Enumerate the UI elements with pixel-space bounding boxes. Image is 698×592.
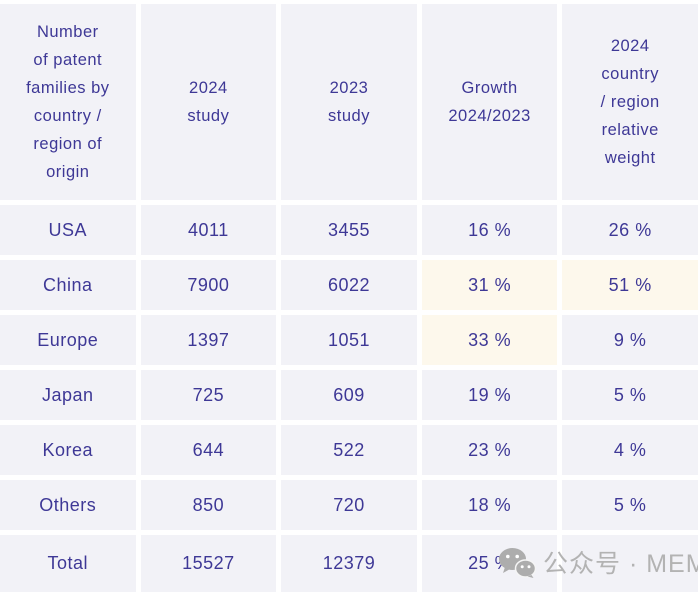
weight-cell: 4 %	[562, 425, 698, 475]
region-cell-japan: Japan	[0, 370, 136, 420]
growth-cell: 19 %	[421, 370, 558, 420]
region-cell-korea: Korea	[0, 425, 136, 475]
growth-cell: 23 %	[421, 425, 558, 475]
weight-cell: 26 %	[562, 205, 698, 255]
study-2024-cell: 1397	[140, 315, 277, 365]
col-header-2024-study: 2024 study	[140, 4, 277, 200]
growth-cell: 18 %	[421, 480, 558, 530]
col-header-2023-study: 2023 study	[281, 4, 417, 200]
growth-cell-highlighted: 31 %	[421, 260, 558, 310]
weight-cell: 9 %	[562, 315, 698, 365]
study-2023-cell: 3455	[281, 205, 417, 255]
weight-cell: 5 %	[562, 480, 698, 530]
weight-cell: 5 %	[562, 370, 698, 420]
weight-cell	[562, 535, 698, 592]
region-cell-others: Others	[0, 480, 136, 530]
region-cell-europe: Europe	[0, 315, 136, 365]
study-2023-cell: 12379	[281, 535, 417, 592]
weight-cell-highlighted: 51 %	[562, 260, 698, 310]
region-cell-usa: USA	[0, 205, 136, 255]
study-2024-cell: 15527	[140, 535, 277, 592]
growth-cell: 25 %	[421, 535, 558, 592]
study-2024-cell: 7900	[140, 260, 277, 310]
study-2024-cell: 725	[140, 370, 277, 420]
study-2023-cell: 1051	[281, 315, 417, 365]
col-header-relative-weight: 2024 country / region relative weight	[562, 4, 698, 200]
region-cell-china: China	[0, 260, 136, 310]
col-header-region: Number of patent families by country / r…	[0, 4, 136, 200]
study-2024-cell: 4011	[140, 205, 277, 255]
study-2023-cell: 720	[281, 480, 417, 530]
study-2024-cell: 850	[140, 480, 277, 530]
study-2024-cell: 644	[140, 425, 277, 475]
study-2023-cell: 609	[281, 370, 417, 420]
study-2023-cell: 6022	[281, 260, 417, 310]
growth-cell-highlighted: 33 %	[421, 315, 558, 365]
col-header-growth: Growth 2024/2023	[421, 4, 558, 200]
growth-cell: 16 %	[421, 205, 558, 255]
region-cell-total: Total	[0, 535, 136, 592]
study-2023-cell: 522	[281, 425, 417, 475]
